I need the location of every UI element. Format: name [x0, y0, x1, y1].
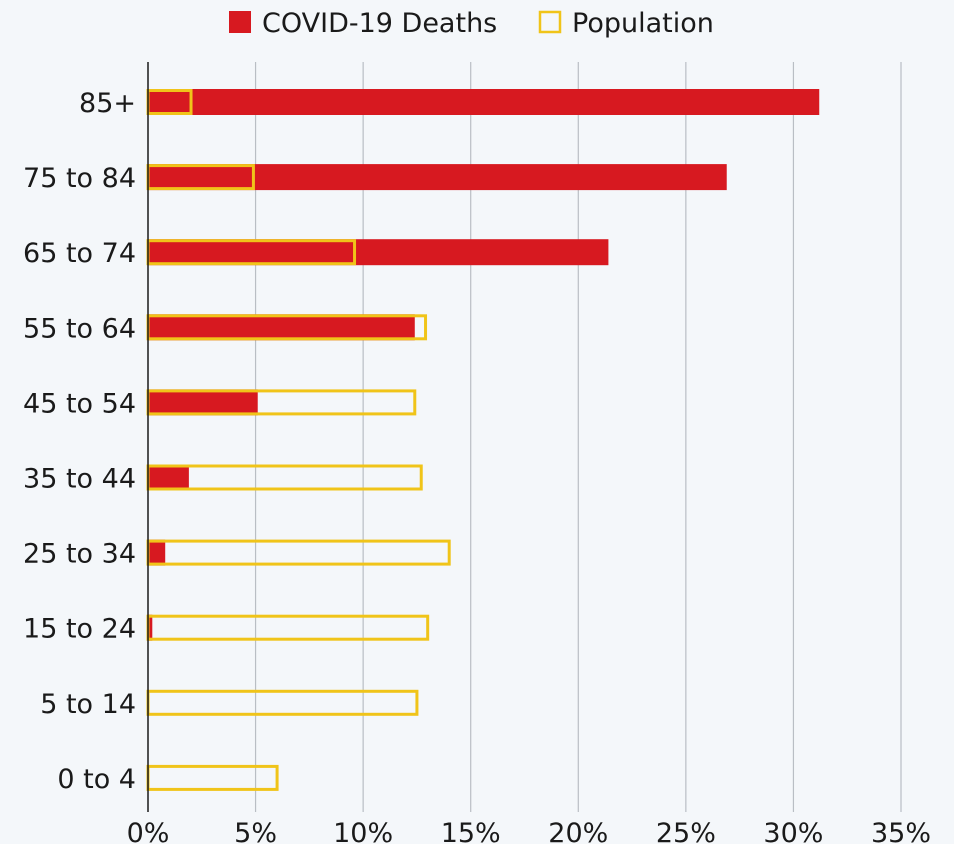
bar-population: [146, 614, 430, 641]
bar-covid-deaths: [148, 89, 820, 115]
x-tick-labels: 0% 5% 10% 15% 20% 25% 30% 35%: [127, 818, 931, 844]
bar-population: [146, 689, 419, 716]
legend: COVID-19 Deaths Population: [229, 8, 714, 39]
x-tick-label: 10%: [333, 818, 393, 844]
legend-label-population: Population: [572, 8, 714, 39]
x-tick-label: 20%: [548, 818, 608, 844]
category-label: 85+: [79, 88, 136, 119]
x-tick-label: 15%: [441, 818, 501, 844]
category-label: 75 to 84: [23, 163, 136, 194]
bar-covid-deaths: [148, 614, 153, 641]
legend-label-deaths: COVID-19 Deaths: [262, 8, 497, 39]
category-label: 25 to 34: [23, 539, 136, 570]
category-label: 65 to 74: [23, 238, 136, 269]
legend-swatch-deaths: [229, 11, 251, 33]
category-label: 0 to 4: [57, 764, 136, 795]
bar-population: [146, 764, 279, 791]
bar-covid-deaths: [148, 464, 189, 491]
bar-covid-deaths: [148, 239, 609, 266]
bar-population: [146, 539, 451, 566]
category-label: 55 to 64: [23, 313, 136, 344]
bar-population: [146, 464, 423, 491]
x-tick-label: 5%: [234, 818, 277, 844]
bar-covid-deaths: [148, 314, 415, 341]
category-label: 45 to 54: [23, 388, 136, 419]
bar-covid-deaths: [148, 389, 258, 416]
x-tick-label: 25%: [656, 818, 716, 844]
category-label: 5 to 14: [40, 689, 136, 720]
x-tick-label: 30%: [763, 818, 823, 844]
bar-covid-deaths: [148, 164, 727, 191]
bars: [146, 89, 820, 791]
x-tick-label: 35%: [871, 818, 931, 844]
x-tick-label: 0%: [127, 818, 170, 844]
category-label: 15 to 24: [23, 614, 136, 645]
legend-swatch-population: [538, 10, 562, 34]
category-label: 35 to 44: [23, 464, 136, 495]
bar-covid-deaths: [148, 539, 166, 566]
category-labels: 85+ 75 to 84 65 to 74 55 to 64 45 to 54 35 to…: [23, 88, 136, 795]
